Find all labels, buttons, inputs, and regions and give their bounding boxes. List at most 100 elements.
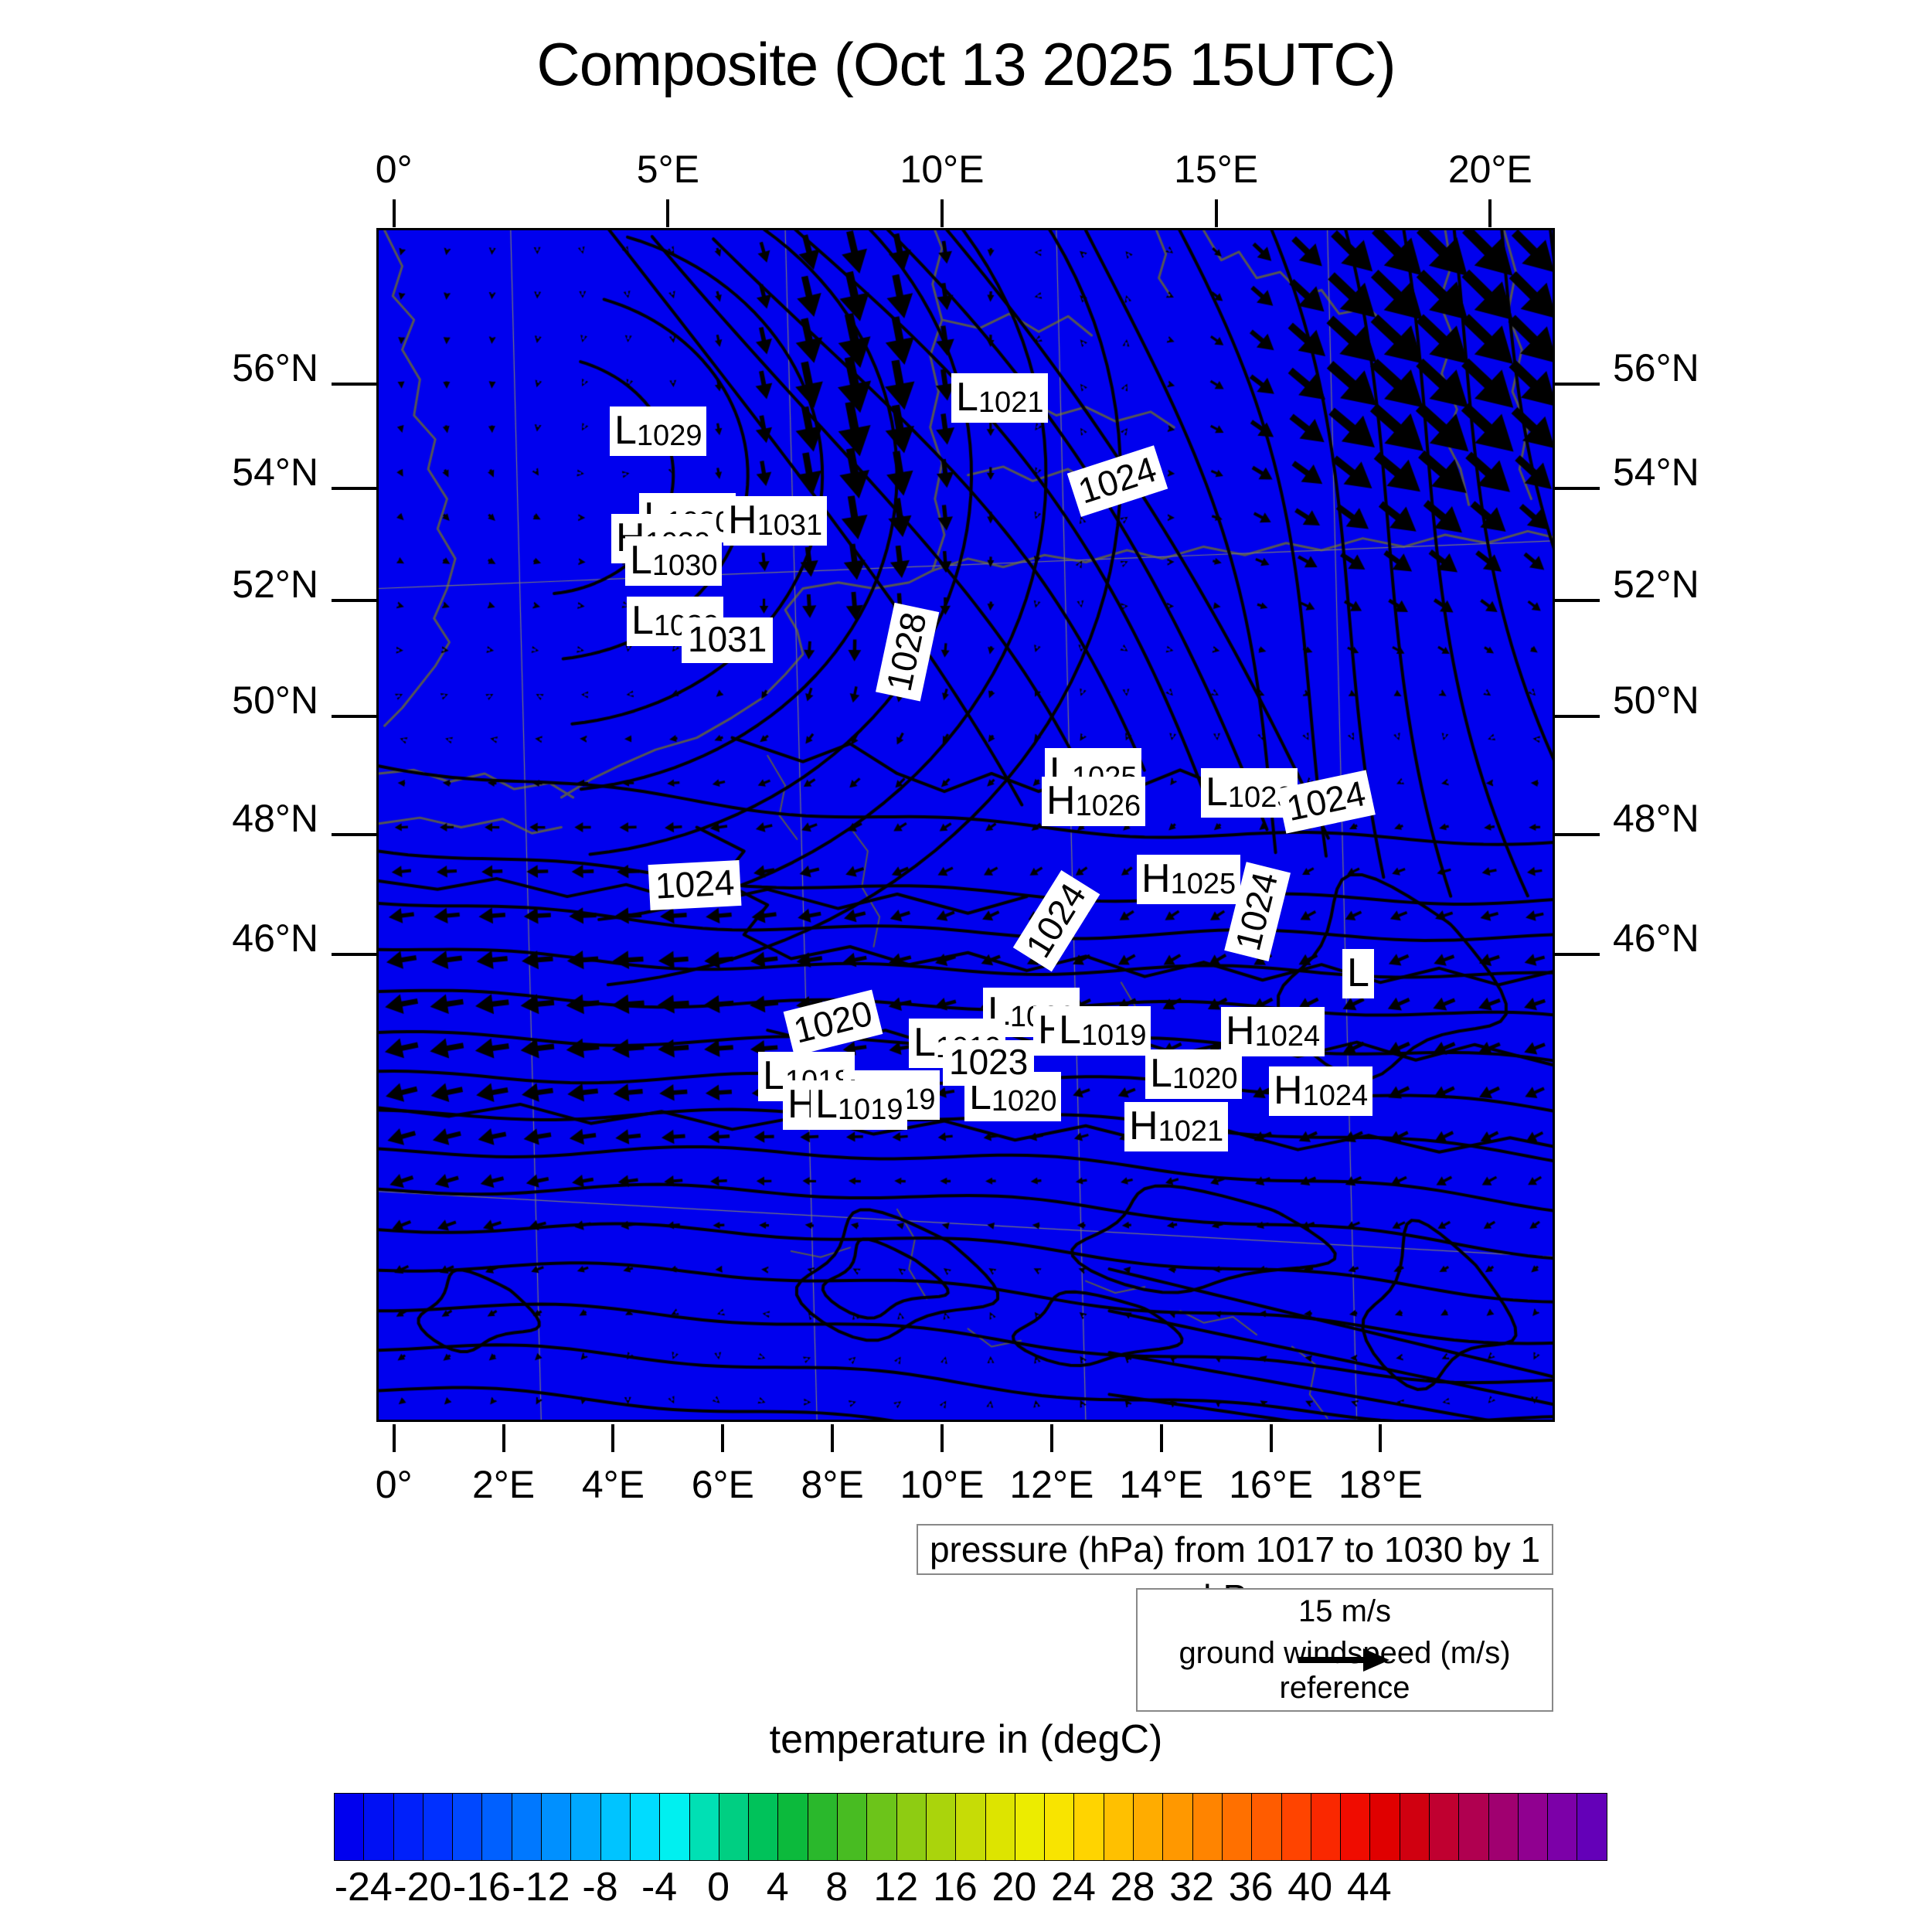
axis-label: 54°N: [1613, 451, 1699, 494]
axis-tick: [332, 599, 376, 602]
axis-tick: [332, 383, 376, 386]
pressure-extremum-label: H1031: [723, 496, 828, 546]
axis-tick: [721, 1424, 725, 1452]
pressure-extremum-label: L1019: [1054, 1006, 1151, 1056]
colorbar-cell: [1518, 1794, 1549, 1860]
pressure-extremum-label: L1021: [951, 373, 1049, 423]
axis-label: 0°: [375, 148, 413, 191]
axis-tick: [1555, 599, 1600, 602]
axis-label: 2°E: [471, 1463, 536, 1506]
pressure-legend-box: pressure (hPa) from 1017 to 1030 by 1 hP…: [917, 1524, 1553, 1617]
colorbar-cell: [1370, 1794, 1400, 1860]
colorbar-tick-label: -16: [452, 1865, 511, 1910]
colorbar-tick-label: -24: [334, 1865, 393, 1910]
axis-tick: [1555, 383, 1600, 386]
axis-label: 46°N: [1613, 917, 1699, 960]
colorbar-cell: [749, 1794, 779, 1860]
contour-value-label: 1023: [943, 1040, 1035, 1086]
colorbar-tick-label: 28: [1110, 1865, 1155, 1910]
colorbar-cell: [808, 1794, 838, 1860]
axis-tick: [1049, 1424, 1053, 1452]
pressure-extremum-label: L1030: [625, 536, 723, 586]
pressure-extremum-label: H1026: [1042, 777, 1146, 826]
wind-reference-caption: ground windspeed (m/s) reference: [1179, 1636, 1511, 1705]
axis-tick: [1555, 953, 1600, 956]
colorbar-cell: [985, 1794, 1015, 1860]
axis-label: 4°E: [581, 1463, 645, 1506]
colorbar-cell: [1400, 1794, 1430, 1860]
pressure-extremum-label: H1021: [1124, 1102, 1229, 1151]
colorbar-cell: [926, 1794, 957, 1860]
colorbar-tick-label: -8: [582, 1865, 618, 1910]
colorbar-cell: [1488, 1794, 1519, 1860]
axis-label: 48°N: [232, 797, 318, 840]
axis-label: 14°E: [1119, 1463, 1204, 1506]
colorbar-tick-label: 40: [1287, 1865, 1333, 1910]
axis-label: 20°E: [1447, 148, 1532, 191]
axis-tick: [332, 953, 376, 956]
axis-label: 12°E: [1009, 1463, 1094, 1506]
colorbar-cell: [1252, 1794, 1282, 1860]
colorbar-cell: [453, 1794, 483, 1860]
axis-tick: [1555, 833, 1600, 836]
colorbar-cell: [1281, 1794, 1311, 1860]
axis-tick: [1379, 1424, 1383, 1452]
colorbar-cell: [364, 1794, 394, 1860]
colorbar-cell: [600, 1794, 631, 1860]
colorbar-cell: [1015, 1794, 1046, 1860]
colorbar-cell: [1192, 1794, 1223, 1860]
axis-tick: [392, 199, 396, 227]
colorbar-cell: [512, 1794, 543, 1860]
colorbar-cell: [1341, 1794, 1371, 1860]
colorbar-cell: [423, 1794, 454, 1860]
map-plot-area[interactable]: L1029L1030H1030L1030H1031L1030L1021L1025…: [376, 228, 1555, 1422]
colorbar-cell: [1222, 1794, 1253, 1860]
pressure-extremum-label: H1024: [1269, 1066, 1373, 1116]
axis-tick: [1269, 1424, 1273, 1452]
temperature-colorbar[interactable]: [334, 1793, 1607, 1861]
colorbar-cell: [1429, 1794, 1460, 1860]
colorbar-tick-label: -4: [641, 1865, 678, 1910]
pressure-extremum-label: L: [1342, 949, 1374, 998]
axis-tick: [1555, 487, 1600, 490]
colorbar-cell: [571, 1794, 601, 1860]
axis-tick: [611, 1424, 615, 1452]
colorbar-cell: [393, 1794, 423, 1860]
colorbar-cell: [1548, 1794, 1578, 1860]
axis-label: 0°: [375, 1463, 413, 1506]
wind-reference-arrow-icon: [1298, 1647, 1391, 1677]
axis-label: 56°N: [232, 346, 318, 389]
colorbar-cell: [1104, 1794, 1134, 1860]
colorbar-cell: [1577, 1794, 1607, 1860]
colorbar-cell: [542, 1794, 572, 1860]
colorbar-tick-label: 44: [1346, 1865, 1392, 1910]
colorbar-cell: [1163, 1794, 1193, 1860]
pressure-extremum-label: L1020: [1145, 1049, 1243, 1099]
colorbar-title: temperature in (degC): [769, 1717, 1163, 1762]
axis-tick: [1214, 199, 1218, 227]
colorbar-cell: [1134, 1794, 1164, 1860]
colorbar-cell: [1045, 1794, 1075, 1860]
axis-tick: [666, 199, 670, 227]
axis-tick: [1488, 199, 1492, 227]
wind-vectors-and-contours: [379, 230, 1553, 1420]
axis-label: 52°N: [1613, 563, 1699, 606]
axis-tick: [332, 833, 376, 836]
axis-tick: [332, 715, 376, 718]
pressure-extremum-label: H1025: [1137, 855, 1241, 904]
axis-label: 15°E: [1174, 148, 1259, 191]
colorbar-cell: [896, 1794, 927, 1860]
axis-tick: [502, 1424, 505, 1452]
colorbar-tick-label: 0: [707, 1865, 730, 1910]
pressure-extremum-label: L1029: [610, 406, 707, 456]
contour-value-label: 1024: [648, 859, 742, 911]
colorbar-cell: [956, 1794, 986, 1860]
colorbar-cell: [335, 1794, 365, 1860]
colorbar-tick-label: 8: [825, 1865, 849, 1910]
axis-label: 16°E: [1229, 1463, 1314, 1506]
colorbar-cell: [1074, 1794, 1104, 1860]
colorbar-cell: [1311, 1794, 1342, 1860]
colorbar-cell: [719, 1794, 750, 1860]
colorbar-cell: [660, 1794, 690, 1860]
axis-label: 46°N: [232, 917, 318, 960]
